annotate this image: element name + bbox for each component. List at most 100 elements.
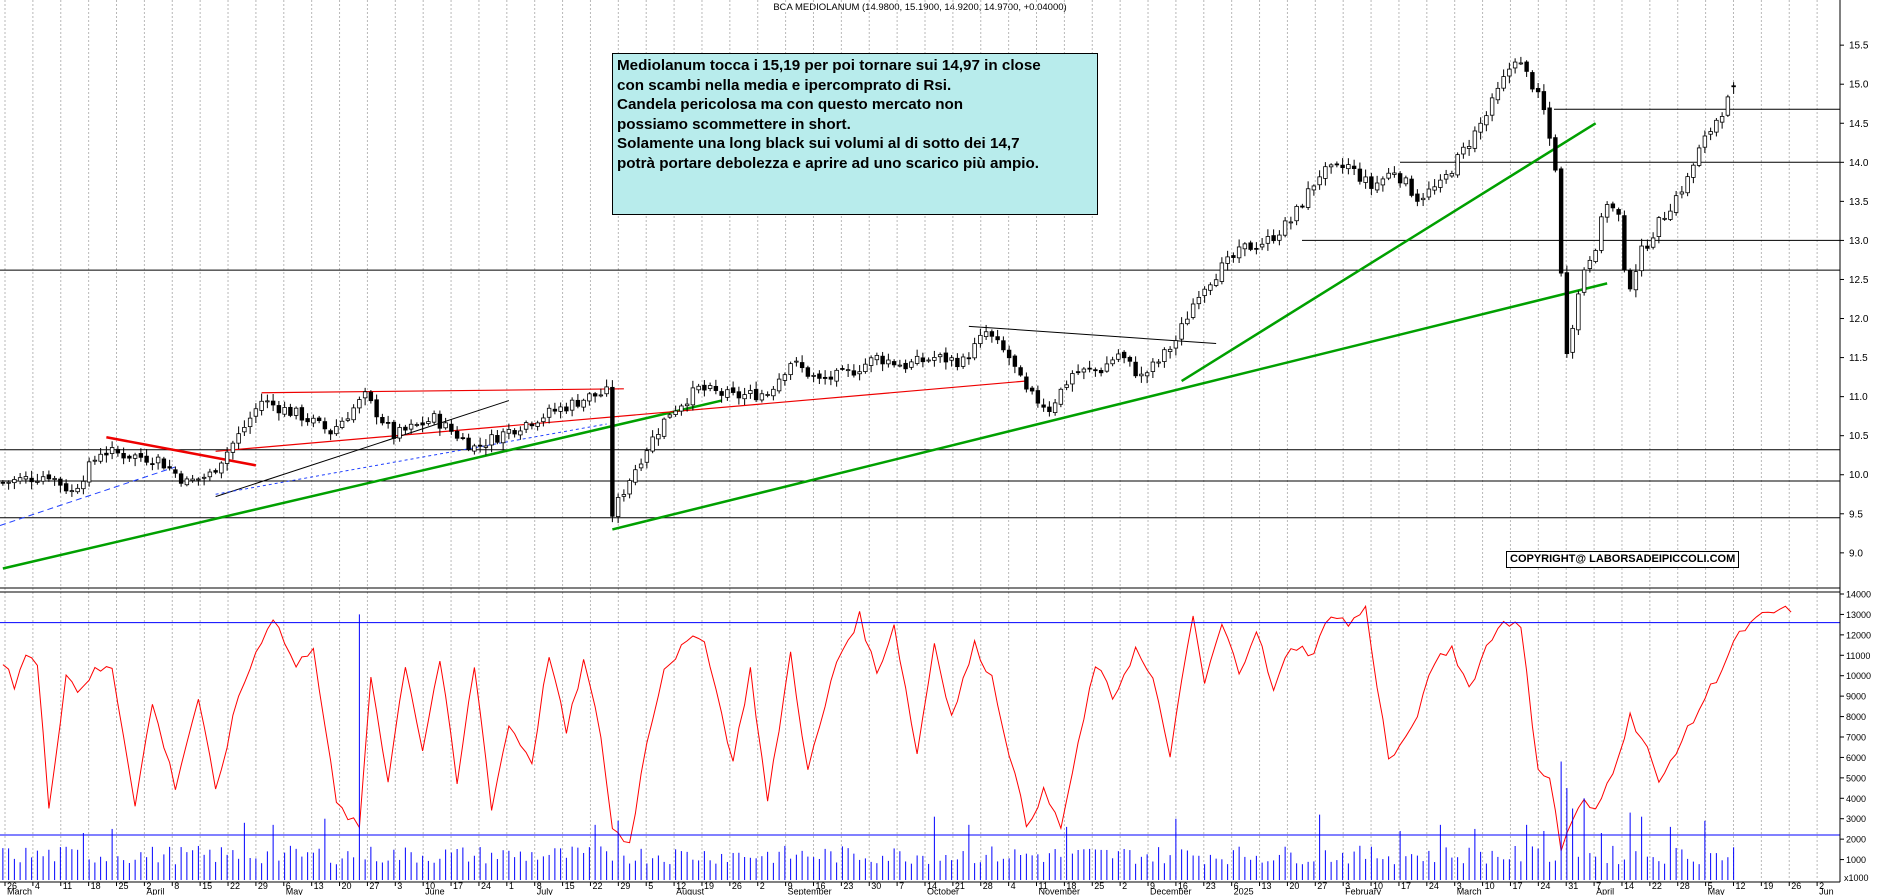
analysis-comment-box: Mediolanum tocca i 15,19 per poi tornare… <box>612 53 1098 215</box>
candle-white <box>1633 271 1639 291</box>
day-tick-label: 17 <box>453 881 463 891</box>
candle-black <box>713 385 719 391</box>
candle-white <box>788 363 793 376</box>
candle-black <box>1645 245 1650 249</box>
candle-white <box>558 406 563 412</box>
candle-black <box>736 391 742 399</box>
candle-white <box>1167 348 1173 352</box>
candle-black <box>213 470 218 473</box>
candle-white <box>1484 115 1489 126</box>
candle-white <box>282 407 287 415</box>
candle-white <box>1656 217 1662 237</box>
candle-black <box>299 407 305 421</box>
candle-white <box>1587 259 1593 269</box>
candle-white <box>1426 188 1432 198</box>
month-label: April <box>1596 887 1614 895</box>
candle-white <box>362 391 368 399</box>
day-tick-label: 4 <box>1011 881 1016 891</box>
candle-white <box>81 480 86 490</box>
candle-white <box>621 494 627 497</box>
candle-white <box>506 429 512 434</box>
candles-layer <box>0 56 1736 524</box>
candle-black <box>1006 349 1012 359</box>
candle-black <box>1093 369 1098 372</box>
candle-white <box>776 378 782 392</box>
candle-black <box>1029 387 1035 392</box>
candle-white <box>1443 174 1449 180</box>
candle-white <box>960 356 966 367</box>
candle-white <box>1259 243 1265 248</box>
candle-white <box>1190 303 1196 318</box>
candle-white <box>1150 361 1156 372</box>
candle-white <box>311 417 316 424</box>
candle-black <box>1357 168 1363 182</box>
candle-white <box>1052 402 1058 413</box>
day-tick-label: 2 <box>146 881 151 891</box>
candle-white <box>914 355 920 364</box>
candle-white <box>1288 221 1294 224</box>
candle-white <box>696 385 701 391</box>
candle-white <box>443 422 448 429</box>
candle-white <box>334 426 339 435</box>
price-tick-label: 11.0 <box>1849 392 1868 403</box>
day-tick-label: 14 <box>927 881 937 891</box>
day-tick-label: 3 <box>1345 881 1350 891</box>
candle-white <box>6 481 11 484</box>
candle-white <box>765 394 770 396</box>
candle-white <box>184 478 190 486</box>
candle-black <box>753 388 759 401</box>
oscillator-tick-label: 5000 <box>1846 773 1866 783</box>
candle-white <box>247 417 253 428</box>
day-tick-label: 5 <box>648 881 653 891</box>
candle-black <box>1300 205 1305 208</box>
candle-white <box>1328 164 1334 168</box>
candle-white <box>1282 220 1288 236</box>
oscillator-tick-label: 10000 <box>1846 671 1871 681</box>
oscillator-tick-label: 8000 <box>1846 712 1866 722</box>
candle-white <box>1139 373 1144 377</box>
candle-white <box>1472 130 1478 149</box>
candle-black <box>817 373 822 379</box>
candle-white <box>518 430 523 436</box>
candle-black <box>121 452 126 459</box>
candle-white <box>431 413 437 423</box>
day-tick-label: 7 <box>1596 881 1601 891</box>
candle-black <box>903 362 908 370</box>
candle-white <box>92 459 98 462</box>
candle-white <box>1346 164 1351 170</box>
day-tick-label: 22 <box>1652 881 1662 891</box>
candle-white <box>155 456 161 464</box>
candle-black <box>1415 193 1420 202</box>
day-tick-label: 24 <box>1540 881 1550 891</box>
comment-line: Solamente una long black sui volumi al d… <box>617 135 1020 153</box>
candle-white <box>17 477 23 482</box>
month-label: March <box>7 887 32 895</box>
candle-white <box>1156 361 1161 364</box>
candle-white <box>1185 318 1190 325</box>
candle-white <box>868 357 874 366</box>
comment-line: Candela pericolosa ma con questo mercato… <box>617 96 964 114</box>
candle-white <box>1639 245 1644 272</box>
candle-white <box>75 487 80 493</box>
day-tick-label: 6 <box>1234 881 1239 891</box>
candle-white <box>1277 234 1282 241</box>
candle-black <box>1547 107 1552 139</box>
candle-black <box>610 386 615 517</box>
candle-white <box>397 427 402 439</box>
candle-white <box>587 393 592 402</box>
candle-white <box>1673 195 1679 213</box>
candle-white <box>1208 284 1213 291</box>
candle-white <box>598 394 604 397</box>
day-tick-label: 23 <box>1206 881 1216 891</box>
candle-white <box>472 445 477 452</box>
candle-white <box>35 481 40 483</box>
day-tick-label: 20 <box>1289 881 1299 891</box>
candle-black <box>512 430 517 435</box>
month-label: October <box>927 887 959 895</box>
candle-white <box>1461 146 1466 155</box>
candle-white <box>1512 61 1518 69</box>
price-tick-label: 11.5 <box>1849 353 1868 364</box>
candle-white <box>1702 135 1708 148</box>
candle-white <box>1236 246 1242 259</box>
